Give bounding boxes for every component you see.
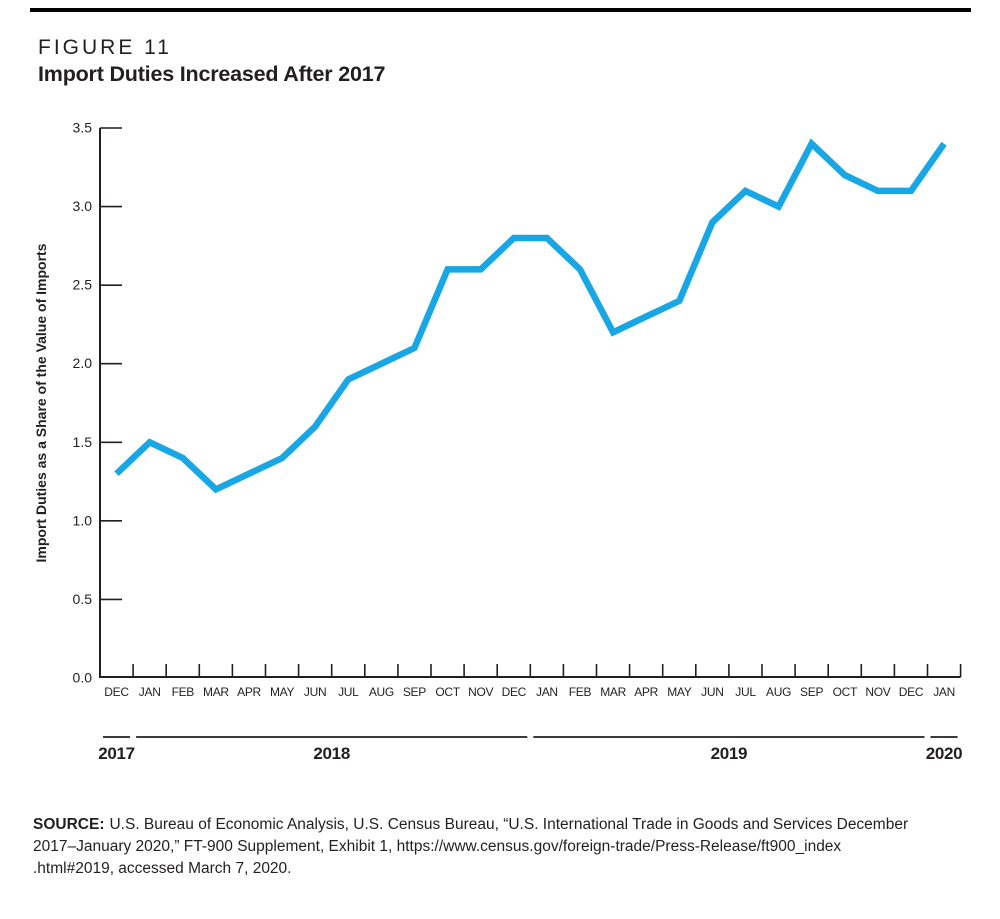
y-tick-label: 3.0	[73, 198, 93, 214]
month-label: AUG	[766, 685, 791, 699]
year-label: 2019	[711, 744, 748, 763]
month-label: APR	[634, 685, 658, 699]
data-line	[114, 138, 947, 494]
month-label: JAN	[139, 685, 161, 699]
month-label: FEB	[172, 685, 195, 699]
month-label: SEP	[800, 685, 823, 699]
top-rule	[30, 8, 971, 12]
month-label: DEC	[899, 685, 924, 699]
month-label: DEC	[502, 685, 527, 699]
month-label: NOV	[865, 685, 890, 699]
line-chart: 0.0 0.5 1.0 1.5 2.0 2.5 3.0 3.5 DEC JAN FEB MAR APR M…	[33, 120, 963, 764]
source-line-1: SOURCE: U.S. Bureau of Economic Analysis,…	[33, 814, 973, 836]
month-label: JUN	[304, 685, 326, 699]
month-label: JUL	[735, 685, 756, 699]
month-label: JUN	[701, 685, 723, 699]
month-label: NOV	[468, 685, 493, 699]
y-tick-label: 2.5	[73, 277, 93, 293]
y-tick-label: 1.0	[73, 512, 93, 528]
source-line-1-text: U.S. Bureau of Economic Analysis, U.S. C…	[109, 816, 909, 833]
y-tick-label: 0.5	[73, 591, 93, 607]
month-label: JAN	[933, 685, 955, 699]
source-label: SOURCE:	[33, 816, 105, 833]
month-label: MAY	[270, 685, 295, 699]
source-line-3: .html#2019, accessed March 7, 2020.	[33, 860, 292, 877]
year-label: 2020	[926, 744, 963, 763]
month-label: APR	[237, 685, 261, 699]
figure-title: Import Duties Increased After 2017	[38, 62, 386, 86]
month-label: MAY	[667, 685, 692, 699]
y-tick-label: 1.5	[73, 434, 93, 450]
month-label: SEP	[403, 685, 426, 699]
month-label: OCT	[435, 685, 460, 699]
month-label: DEC	[104, 685, 129, 699]
month-label: AUG	[369, 685, 394, 699]
source-note: SOURCE: U.S. Bureau of Economic Analysis,…	[33, 814, 973, 880]
month-label: MAR	[600, 685, 626, 699]
year-label: 2018	[313, 744, 350, 763]
y-tick-label: 2.0	[73, 355, 93, 371]
month-label: JUL	[338, 685, 359, 699]
month-label: MAR	[203, 685, 229, 699]
figure-label: FIGURE 11	[38, 36, 172, 59]
month-label: JAN	[536, 685, 558, 699]
y-tick-label: 0.0	[73, 670, 93, 686]
source-line-2: 2017–January 2020,” FT-900 Supplement, E…	[33, 838, 842, 855]
month-label: OCT	[833, 685, 858, 699]
y-tick-label: 3.5	[73, 120, 93, 136]
month-label: FEB	[569, 685, 592, 699]
y-axis-title: Import Duties as a Share of the Value of…	[33, 243, 49, 562]
year-label: 2017	[98, 744, 135, 763]
